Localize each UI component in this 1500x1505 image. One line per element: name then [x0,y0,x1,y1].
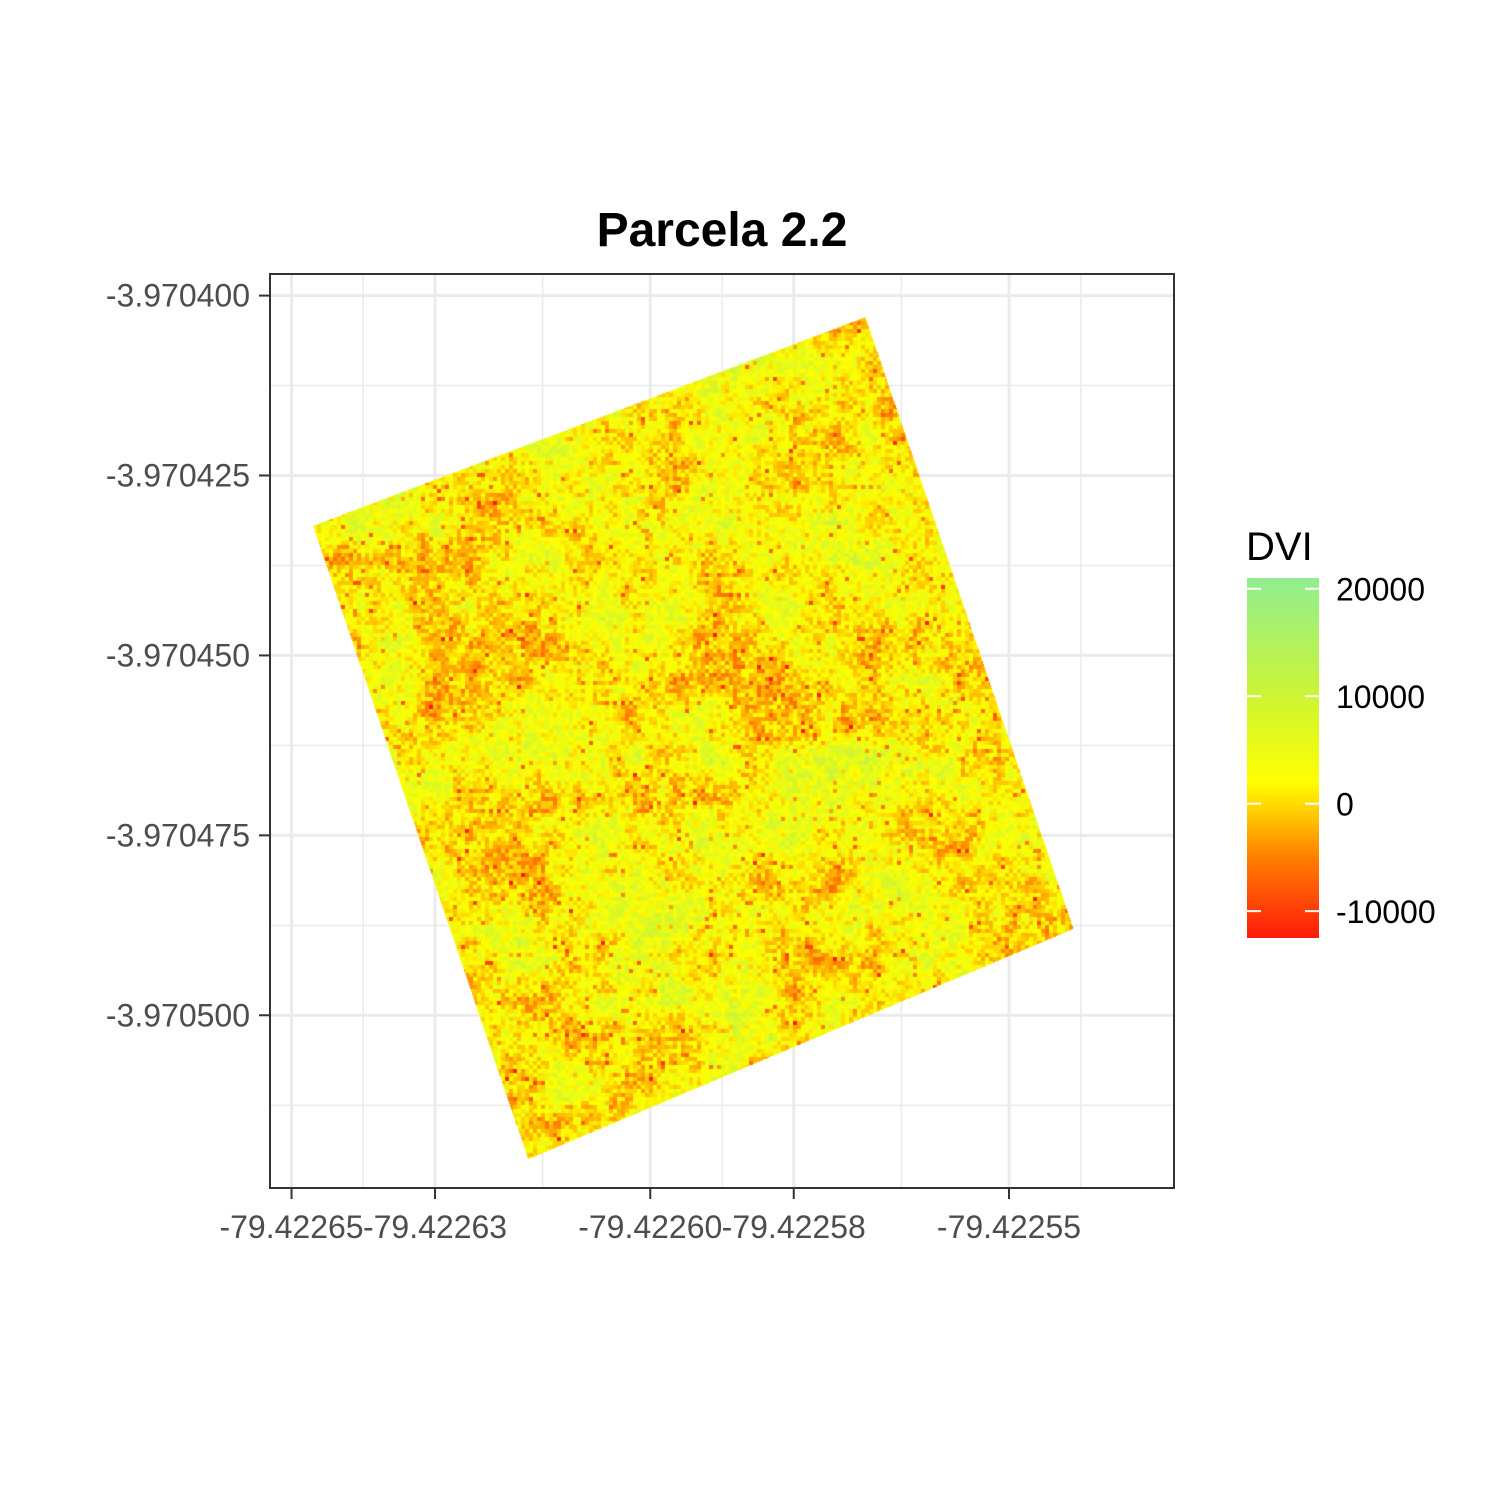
y-tick-label: -3.970425 [106,458,250,494]
legend-ticks: 20000 10000 0 -10000 [1247,572,1436,930]
x-tick-label: -79.42265 [219,1209,363,1245]
legend-break-label: 0 [1336,787,1354,823]
x-axis: -79.42265 -79.42263 -79.42260 -79.42258 -79.… [219,1188,1081,1245]
x-tick-label: -79.42263 [363,1209,507,1245]
x-tick-label: -79.42258 [722,1209,866,1245]
chart-title: Parcela 2.2 [597,204,848,257]
legend-title: DVI [1246,525,1313,569]
dvi-raster [313,317,1074,1160]
y-tick-label: -3.970500 [106,997,250,1033]
legend-break-label: 20000 [1336,572,1425,608]
dvi-raster-image [313,317,1074,1160]
legend-colorbar [1247,578,1319,938]
y-tick-label: -3.970400 [106,278,250,314]
legend-break-label: 10000 [1336,679,1425,715]
y-axis: -3.970400 -3.970425 -3.970450 -3.970475 -3.9… [106,278,270,1033]
x-tick-label: -79.42255 [937,1209,1081,1245]
y-tick-label: -3.970475 [106,817,250,853]
y-tick-label: -3.970450 [106,637,250,673]
plot-panel [269,273,1175,1189]
legend: DVI 20000 10000 0 -10000 [1246,525,1436,938]
panel-border [269,273,1175,1189]
x-tick-label: -79.42260 [578,1209,722,1245]
legend-break-label: -10000 [1336,894,1436,930]
